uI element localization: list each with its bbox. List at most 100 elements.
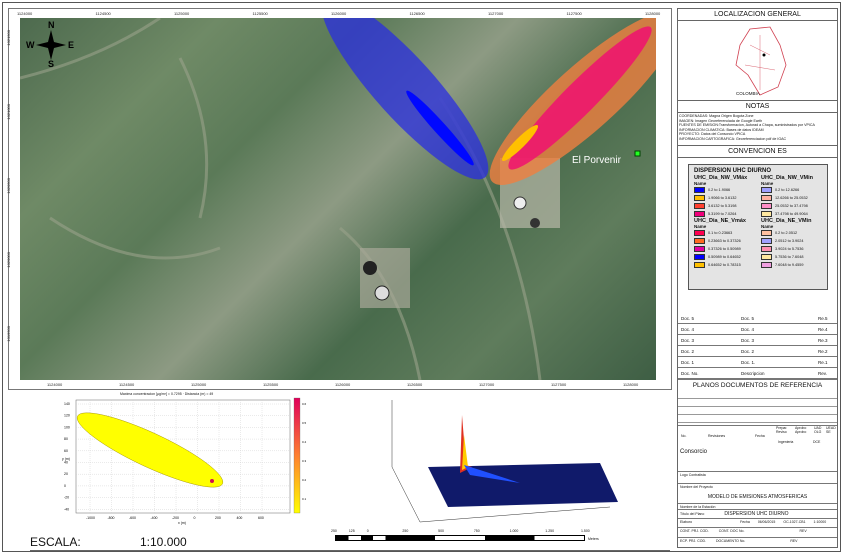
scale-tick: 250: [331, 529, 337, 533]
legend-item: 7.6048 to 9.4559: [761, 261, 822, 269]
escala-value: 1:10000: [813, 520, 827, 524]
doc-row: Doc. 3 Doc. 3 Re.3: [678, 335, 837, 346]
colorbar: [293, 397, 301, 514]
doc-row: Doc. No. Descripcion Rev.: [678, 368, 837, 379]
concentration-plot-2d[interactable]: Maxima concentracion [µg/m³] = 0.7295 · …: [60, 390, 320, 525]
map-tick-left: 1020000: [6, 252, 11, 268]
legend-item-label: 0.37326 to 0.50989: [708, 247, 741, 251]
legend-name-header: Name: [694, 224, 707, 229]
scale-tick: 1.000: [509, 529, 519, 533]
legend-item-label: 7.6048 to 9.4559: [775, 263, 804, 267]
legend-item: 0.50989 to 0.64652: [694, 253, 755, 261]
legend-swatch: [694, 254, 705, 260]
legend-item-label: 0.64652 to 0.78315: [708, 263, 741, 267]
ecp-doc: DOCUMENTO No.: [716, 539, 746, 543]
revisions-table: No. Revisiones Fecha Prepar. Reviso Apro…: [678, 391, 837, 447]
legend-item-label: 1.9066 to 3.6132: [708, 196, 737, 200]
legend-item-label: 0.2 to 12.6266: [775, 188, 800, 192]
map-tick-bottom: 1124500: [119, 382, 135, 387]
doc-row: Doc. 5 Doc. 5 Re.5: [678, 313, 837, 324]
map-tick-top: 1125000: [174, 11, 190, 16]
ylabel: y (m): [62, 457, 70, 461]
legend-item-label: 0.1 to 0.23663: [708, 231, 733, 235]
notes-list: COORDENADAS: Magna Origen Bogota Zone IMA…: [678, 113, 837, 146]
scale-tick: 500: [438, 529, 444, 533]
doc-rev: Re.3: [818, 338, 828, 343]
xtick-label: -600: [129, 516, 136, 520]
legend-swatch: [761, 254, 772, 260]
doc-desc: Doc. 3: [741, 338, 755, 343]
industrial-site: [360, 158, 560, 308]
ytick-label: -20: [64, 496, 69, 500]
satellite-map[interactable]: El Porvenir N S W E: [20, 18, 656, 380]
logo-label: Logo Contratista: [678, 471, 837, 478]
legend-item: 0.23663 to 0.37326: [694, 237, 755, 245]
legend-item: 0.1 to 0.23663: [694, 229, 755, 237]
cont-prj: CONT. PRJ. COD.: [680, 529, 709, 533]
doc-rev: Rev.: [818, 371, 827, 376]
colorbar-tick: 0.6: [302, 402, 307, 406]
ytick-label: 120: [64, 414, 70, 418]
surface-plane: [428, 463, 618, 507]
doc-row: Doc. 1 Doc. 1. Re.1: [678, 357, 837, 368]
scale-tick: 1.500: [581, 529, 590, 533]
xtick-label: -200: [172, 516, 179, 520]
legend-item: 5.3199 to 7.0264: [694, 210, 755, 218]
legend-item-label: 0.2 to 1.9066: [708, 188, 731, 192]
fecha-value: 06/06/2015: [757, 520, 776, 524]
legend-item: 0.2 to 2.0512: [761, 229, 822, 237]
legend-swatch: [694, 262, 705, 268]
notas-header: NOTAS: [678, 101, 837, 113]
project-name: MODELO DE EMISIONES ATMOSFERICAS: [707, 494, 808, 500]
legend-swatch: [694, 230, 705, 236]
doc-rev: Re.1: [818, 360, 828, 365]
xtick-label: 600: [258, 516, 264, 520]
legend-group: UHC_Dia_NE_VMin Name 0.2 to 2.0512 2.0512 t…: [761, 218, 822, 269]
map-tick-top: 1126500: [409, 11, 425, 16]
map-tick-top: 1127500: [566, 11, 582, 16]
legend-item: 37.4798 to 49.9064: [761, 210, 822, 218]
ne-plume-mid: [508, 26, 652, 170]
cont-row: CONT. PRJ. COD. CONT. DOC No. REV: [678, 527, 837, 537]
meta-row: Elaboro Fecha 06/06/2015 OC-1027-CB1 1:10000: [678, 518, 837, 527]
xtick-label: 400: [237, 516, 243, 520]
colorbar-tick: 0.2: [302, 478, 307, 482]
xlabel: x (m): [178, 521, 186, 525]
doc-no: Doc. 1: [681, 360, 695, 365]
legend-group-name: UHC_Dia_NE_Vmáx: [694, 218, 746, 224]
ingenieria-label: Ingenieria: [778, 440, 794, 444]
prepar-header: Prepar. Reviso: [776, 426, 788, 434]
legend-swatch: [694, 238, 705, 244]
map-tick-left: 1019500: [6, 326, 11, 342]
uad-header: UAD OLG: [814, 426, 822, 434]
map-tick-top: 1128000: [645, 11, 661, 16]
ne-plume-core: [501, 124, 539, 162]
legend-name-header: Name: [761, 181, 774, 186]
localizacion-header: LOCALIZACION GENERAL: [678, 9, 837, 21]
cont-doc: CONT. DOC No.: [718, 529, 745, 533]
peak-marker: [210, 479, 214, 483]
scale-label: ESCALA:: [30, 535, 81, 549]
ytick-label: 0: [64, 484, 66, 488]
map-tick-left: 1020500: [6, 178, 11, 194]
estacion-label: Nombre de la Estación: [678, 503, 837, 510]
legend-swatch: [694, 246, 705, 252]
plume-overlay: [20, 18, 656, 380]
concentration-surface-3d[interactable]: [380, 395, 620, 530]
legend-item-label: 0.2 to 2.0512: [775, 231, 798, 235]
compass-s: S: [48, 59, 55, 69]
legend-item-label: 5.3199 to 7.0264: [708, 212, 737, 216]
legend-name-header: Name: [761, 224, 774, 229]
legend-item: 3.9024 to 5.7536: [761, 245, 822, 253]
ytick-label: 140: [64, 402, 70, 406]
legend-item-label: 0.23663 to 0.37326: [708, 239, 741, 243]
note-line: INFORMACION CARTOGRAFICA: Georeferenciac…: [679, 136, 787, 141]
note-line: PROYECTO: Datos del Consorcio VPICA: [679, 132, 746, 137]
legend-group: UHC_Dia_NE_Vmáx Name 0.1 to 0.23663 0.23663…: [694, 218, 755, 269]
map-tick-top: 1127000: [488, 11, 504, 16]
ytick-label: 80: [64, 437, 68, 441]
legend-swatch: [761, 238, 772, 244]
legend-swatch: [694, 203, 705, 209]
nw-plume-core: [406, 90, 474, 166]
scale-unit: Meters: [588, 537, 599, 541]
